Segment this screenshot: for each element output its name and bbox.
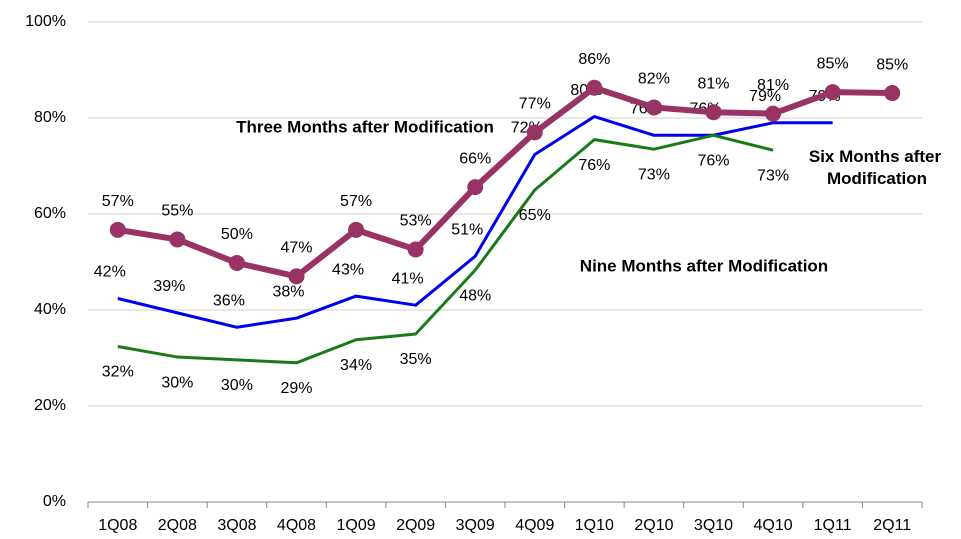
- series-line: [117, 84, 893, 280]
- data-label: 73%: [757, 167, 789, 184]
- point: [705, 104, 722, 121]
- series-line: [117, 133, 774, 365]
- data-label: 79%: [749, 88, 781, 105]
- point: [645, 99, 662, 116]
- data-label: 35%: [400, 351, 432, 368]
- y-tick-label: 80%: [34, 109, 66, 126]
- y-tick-label: 60%: [34, 205, 66, 222]
- y-tick-label: 20%: [34, 397, 66, 414]
- data-label: 76%: [578, 157, 610, 174]
- data-label: 48%: [459, 287, 491, 304]
- x-tick-label: 2Q08: [158, 517, 197, 534]
- data-label: 30%: [161, 374, 193, 391]
- x-tick-label: 4Q09: [515, 517, 554, 534]
- point: [169, 231, 186, 248]
- y-tick-label: 40%: [34, 301, 66, 318]
- data-label: 29%: [280, 380, 312, 397]
- x-tick-label: 1Q09: [337, 517, 376, 534]
- data-label: 38%: [272, 283, 304, 300]
- y-tick-label: 100%: [25, 13, 66, 30]
- annotation: Three Months after Modification: [236, 117, 494, 136]
- data-label: 86%: [578, 51, 610, 68]
- x-tick-label: 4Q10: [754, 517, 793, 534]
- annotation: Nine Months after Modification: [580, 256, 828, 275]
- data-label: 65%: [519, 207, 551, 224]
- data-label: 30%: [221, 377, 253, 394]
- point: [765, 105, 782, 122]
- data-label: 85%: [817, 55, 849, 72]
- point: [526, 124, 543, 141]
- point: [348, 221, 365, 238]
- x-tick-label: 4Q08: [277, 517, 316, 534]
- data-label: 42%: [94, 264, 126, 281]
- x-tick-label: 1Q10: [575, 517, 614, 534]
- x-tick-label: 1Q11: [814, 517, 852, 534]
- point: [586, 79, 603, 96]
- x-tick-label: 3Q08: [217, 517, 256, 534]
- x-tick-label: 3Q09: [456, 517, 495, 534]
- data-label: 76%: [697, 152, 729, 169]
- annotation: Six Months after Modification: [809, 147, 942, 188]
- data-label: 66%: [459, 150, 491, 167]
- data-label: 41%: [392, 270, 424, 287]
- data-label: 43%: [332, 261, 364, 278]
- point: [407, 241, 424, 258]
- x-tick-label: 1Q08: [98, 517, 137, 534]
- data-label: 85%: [876, 56, 908, 73]
- data-label: 50%: [221, 226, 253, 243]
- point: [288, 268, 305, 285]
- x-tick-label: 2Q11: [873, 517, 911, 534]
- data-label: 82%: [638, 71, 670, 88]
- data-label: 81%: [757, 77, 789, 94]
- data-label: 51%: [451, 221, 483, 238]
- point: [109, 221, 126, 238]
- x-tick-label: 2Q10: [634, 517, 673, 534]
- data-label: 36%: [213, 292, 245, 309]
- data-label: 57%: [102, 193, 134, 210]
- point: [824, 84, 841, 101]
- x-tick-label: 2Q09: [396, 517, 435, 534]
- x-tick-label: 3Q10: [694, 517, 733, 534]
- data-label: 47%: [280, 240, 312, 257]
- data-label: 32%: [102, 364, 134, 381]
- data-label: 73%: [638, 166, 670, 183]
- data-label: 34%: [340, 357, 372, 374]
- point: [228, 254, 245, 271]
- data-label: 57%: [340, 193, 372, 210]
- point: [884, 85, 901, 102]
- data-label: 55%: [161, 203, 193, 220]
- point: [467, 179, 484, 196]
- data-label: 39%: [153, 278, 185, 295]
- data-label: 53%: [400, 213, 432, 230]
- y-tick-label: 0%: [43, 493, 66, 510]
- data-label: 81%: [697, 75, 729, 92]
- data-label: 77%: [519, 96, 551, 113]
